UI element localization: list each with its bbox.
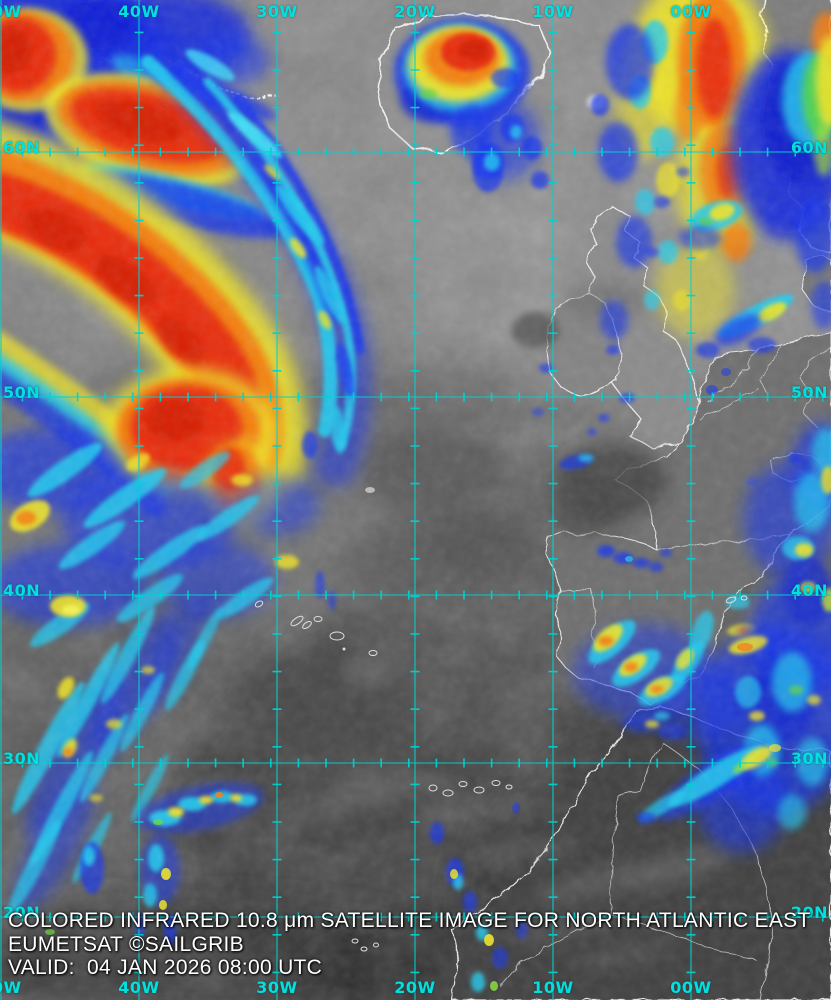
lon-label-bottom-40w: 40W xyxy=(118,978,160,997)
lon-label-top-20w: 20W xyxy=(394,2,436,21)
lat-label-left-20n: 20N xyxy=(3,903,41,922)
attribution: EUMETSAT ©SAILGRIB xyxy=(8,933,244,956)
lon-label-top-30w: 30W xyxy=(256,2,298,21)
lat-label-right-60n: 60N xyxy=(790,138,828,157)
product-title: COLORED INFRARED 10.8 μm SATELLITE IMAGE… xyxy=(8,909,811,932)
lat-label-right-50n: 50N xyxy=(790,383,828,402)
lon-label-bottom-10w: 10W xyxy=(532,978,574,997)
lon-label-top-50w: 50W xyxy=(0,2,22,21)
lon-label-top-40w: 40W xyxy=(118,2,160,21)
lon-label-top-10w: 10W xyxy=(532,2,574,21)
lon-label-bottom-30w: 30W xyxy=(256,978,298,997)
lat-label-right-20n: 20N xyxy=(790,903,828,922)
lat-label-right-30n: 30N xyxy=(790,749,828,768)
lat-label-left-30n: 30N xyxy=(3,749,41,768)
lat-label-left-40n: 40N xyxy=(3,581,41,600)
lon-label-bottom-00w: 00W xyxy=(670,978,712,997)
lat-label-right-40n: 40N xyxy=(790,581,828,600)
lat-label-left-60n: 60N xyxy=(3,138,41,157)
lon-label-bottom-20w: 20W xyxy=(394,978,436,997)
valid-timestamp: VALID: 04 JAN 2026 08:00 UTC xyxy=(8,956,323,979)
lon-label-bottom-50w: 50W xyxy=(0,978,22,997)
lon-label-top-00w: 00W xyxy=(670,2,712,21)
lat-label-left-50n: 50N xyxy=(3,383,41,402)
